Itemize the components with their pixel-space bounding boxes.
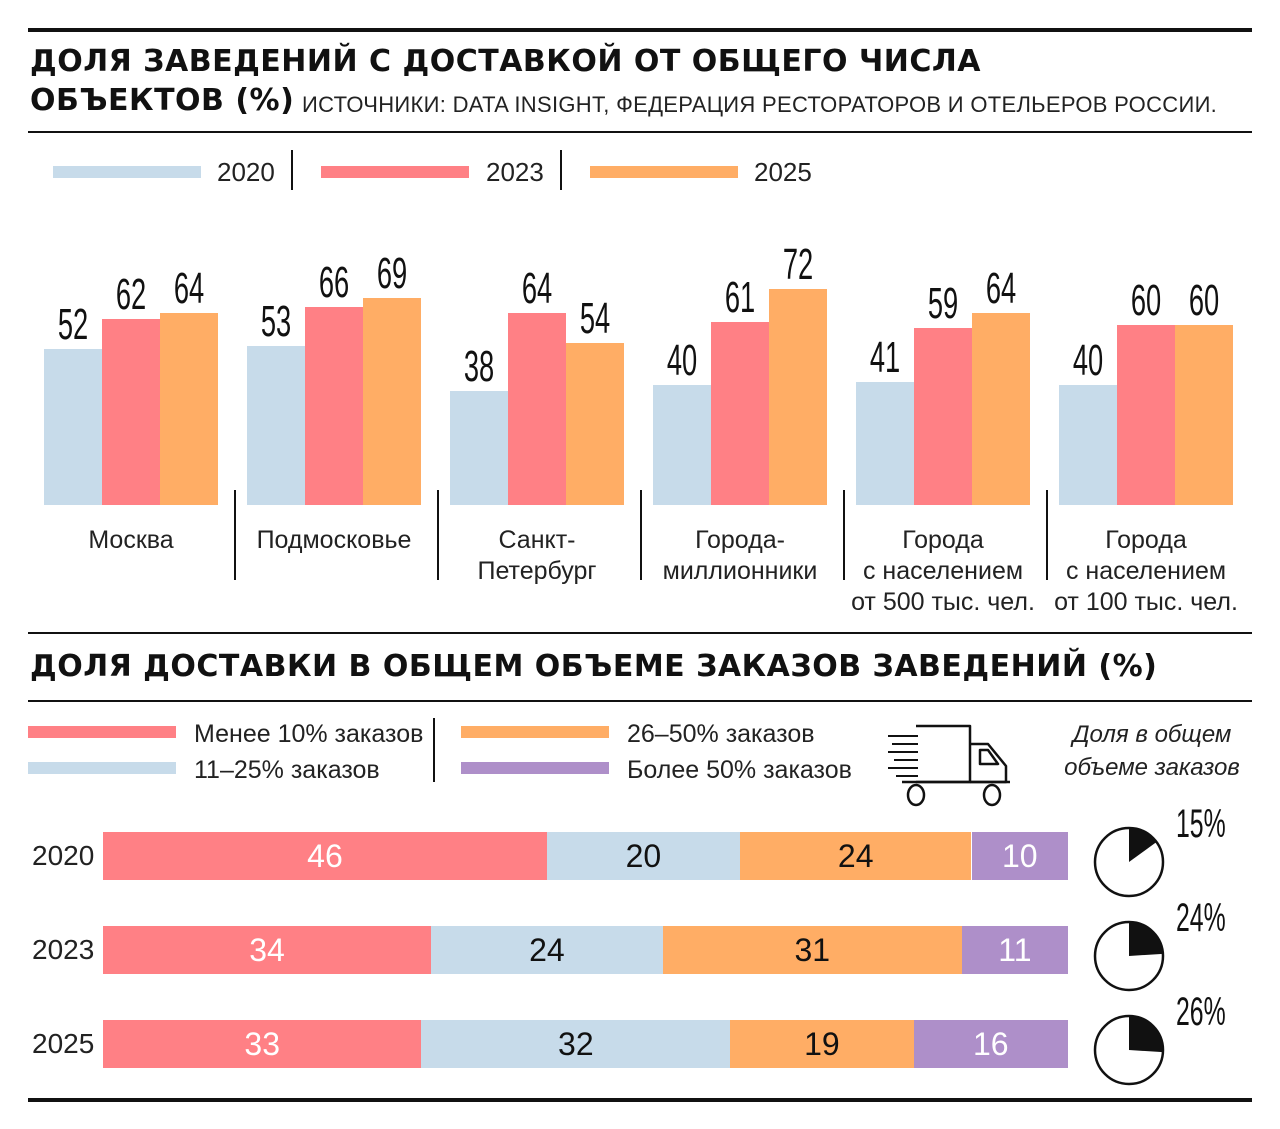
share-percent-label: 24% xyxy=(1176,896,1226,940)
header-rule xyxy=(28,131,1252,133)
row-year-label: 2023 xyxy=(32,934,95,965)
bar-value-label: 40 xyxy=(1072,336,1104,385)
stacked-segment: 11 xyxy=(961,926,1068,974)
category-label: Города с населением от 500 тыс. чел. xyxy=(851,526,1035,616)
legend-divider xyxy=(560,150,562,190)
legend-swatch-11-25 xyxy=(28,762,176,774)
bar-2023-0 xyxy=(102,319,160,505)
bar-value-label: 61 xyxy=(724,273,756,322)
bar-value-label: 64 xyxy=(521,264,553,313)
share-pie-icon xyxy=(1093,920,1165,992)
bar-value-label: 64 xyxy=(173,264,205,313)
stacked-segment: 16 xyxy=(913,1020,1068,1068)
stacked-segment: 24 xyxy=(739,832,972,880)
category-divider xyxy=(843,490,845,580)
legend-swatch-2025 xyxy=(590,166,738,178)
bar-2020-3 xyxy=(653,385,711,505)
stacked-segment: 19 xyxy=(730,1020,914,1068)
share-percent-label: 26% xyxy=(1176,990,1226,1034)
bar-2025-4 xyxy=(972,313,1030,505)
delivery-truck-icon xyxy=(888,724,1010,807)
share-of-orders-title: Доля в общем объеме заказов xyxy=(1064,721,1240,781)
bar-2025-2 xyxy=(566,343,624,505)
category-divider xyxy=(437,490,439,580)
stacked-segment: 24 xyxy=(431,926,663,974)
legend-swatch-under-10 xyxy=(28,726,176,738)
bar-2020-0 xyxy=(44,349,102,505)
chart1-title-line2: ОБЪЕКТОВ (%) xyxy=(30,83,295,118)
share-pie-icon xyxy=(1093,826,1165,898)
bar-value-label: 59 xyxy=(927,279,959,328)
legend-label-2020: 2020 xyxy=(217,157,275,187)
bar-value-label: 40 xyxy=(666,336,698,385)
legend-divider xyxy=(291,150,293,190)
source-note: ИСТОЧНИКИ: DATA INSIGHT, ФЕДЕРАЦИЯ РЕСТО… xyxy=(302,92,1218,117)
bar-2020-2 xyxy=(450,391,508,505)
bar-value-label: 41 xyxy=(869,333,901,382)
bar-value-label: 52 xyxy=(57,300,89,349)
bottom-rule xyxy=(28,1098,1252,1102)
bar-2023-5 xyxy=(1117,325,1175,505)
bar-2023-3 xyxy=(711,322,769,505)
bar-2025-0 xyxy=(160,313,218,505)
share-pie-slice xyxy=(1129,922,1163,956)
stacked-segment: 34 xyxy=(103,926,432,974)
category-divider xyxy=(640,490,642,580)
bar-value-label: 53 xyxy=(260,297,292,346)
bar-value-label: 54 xyxy=(579,294,611,343)
bar-value-label: 60 xyxy=(1188,276,1220,325)
stacked-segment: 46 xyxy=(103,832,547,880)
category-divider xyxy=(1046,490,1048,580)
stacked-segment: 33 xyxy=(103,1020,422,1068)
row-year-label: 2020 xyxy=(32,840,95,871)
legend-label-2023: 2023 xyxy=(486,157,544,187)
bar-value-label: 62 xyxy=(115,270,147,319)
legend-swatch-26-50 xyxy=(461,726,609,738)
legend-swatch-2020 xyxy=(53,166,201,178)
legend-label-26-50: 26–50% заказов xyxy=(627,720,815,748)
stacked-segment: 31 xyxy=(662,926,962,974)
bar-2023-4 xyxy=(914,328,972,505)
bar-value-label: 72 xyxy=(782,240,814,289)
legend-label-under-10: Менее 10% заказов xyxy=(194,720,424,748)
legend-label-over-50: Более 50% заказов xyxy=(627,756,852,784)
stacked-segment: 32 xyxy=(421,1020,731,1068)
bar-2020-5 xyxy=(1059,385,1117,505)
legend-swatch-over-50 xyxy=(461,762,609,774)
chart1-title-line1: ДОЛЯ ЗАВЕДЕНИЙ С ДОСТАВКОЙ ОТ ОБЩЕГО ЧИС… xyxy=(30,44,981,79)
bar-2023-1 xyxy=(305,307,363,505)
bar-value-label: 69 xyxy=(376,249,408,298)
share-pie-slice xyxy=(1129,828,1157,862)
category-divider xyxy=(234,490,236,580)
share-percent-label: 15% xyxy=(1176,802,1226,846)
bar-value-label: 64 xyxy=(985,264,1017,313)
section2-header-rule xyxy=(28,700,1252,702)
category-label: Санкт- Петербург xyxy=(477,526,597,585)
stacked-segment: 10 xyxy=(971,832,1068,880)
section-rule xyxy=(28,632,1252,634)
top-rule xyxy=(28,28,1252,32)
category-label: Города с населением от 100 тыс. чел. xyxy=(1054,526,1238,616)
legend-divider xyxy=(433,718,435,782)
share-pie-slice xyxy=(1129,1016,1163,1053)
category-label: Подмосковье xyxy=(256,526,412,554)
share-pie-icon xyxy=(1093,1014,1165,1086)
bar-value-label: 60 xyxy=(1130,276,1162,325)
row-year-label: 2025 xyxy=(32,1028,95,1059)
category-label: Города-миллионники xyxy=(662,526,818,585)
bar-2023-2 xyxy=(508,313,566,505)
bar-2020-4 xyxy=(856,382,914,505)
chart2-title: ДОЛЯ ДОСТАВКИ В ОБЩЕМ ОБЪЕМЕ ЗАКАЗОВ ЗАВ… xyxy=(30,649,1158,684)
bar-value-label: 66 xyxy=(318,258,350,307)
category-label: Москва xyxy=(88,526,174,554)
legend-swatch-2023 xyxy=(321,166,469,178)
bar-value-label: 38 xyxy=(463,342,495,391)
legend-label-11-25: 11–25% заказов xyxy=(194,756,380,784)
bar-2025-3 xyxy=(769,289,827,505)
bar-2020-1 xyxy=(247,346,305,505)
legend-label-2025: 2025 xyxy=(754,157,812,187)
bar-2025-1 xyxy=(363,298,421,505)
stacked-segment: 20 xyxy=(546,832,740,880)
bar-2025-5 xyxy=(1175,325,1233,505)
